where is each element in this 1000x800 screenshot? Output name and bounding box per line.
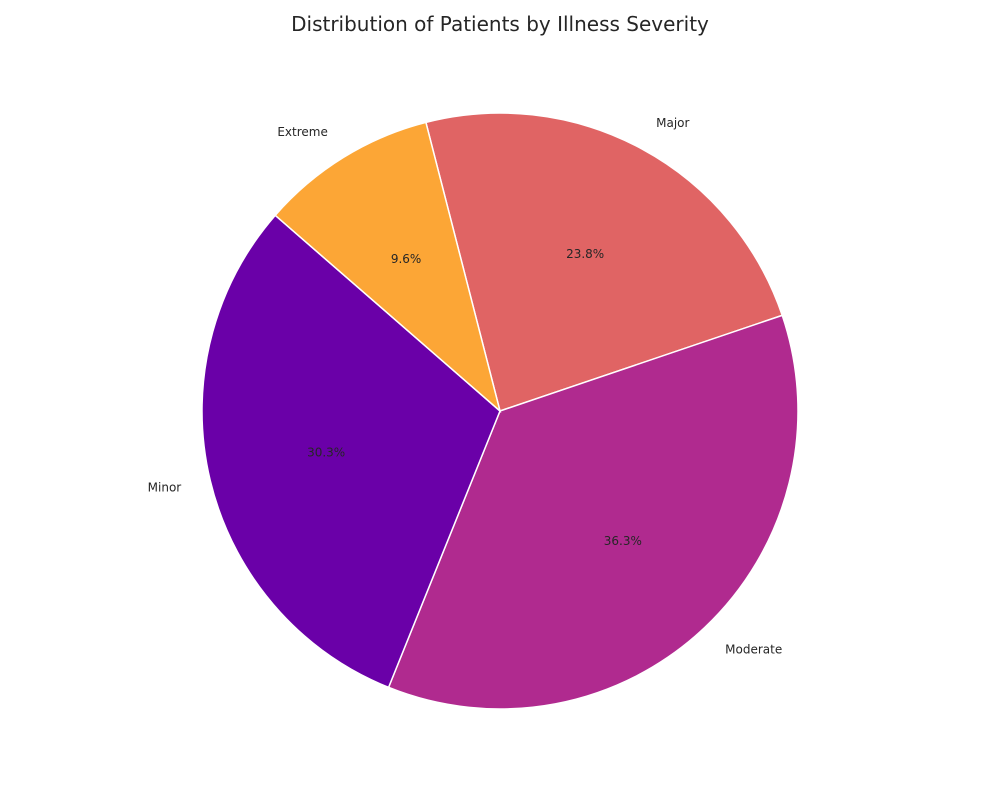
pct-label-extreme: 9.6%	[391, 252, 422, 266]
pie-slice-major	[424, 112, 784, 412]
pie-slice-moderate	[387, 314, 799, 710]
pie-slices	[201, 112, 799, 710]
pct-label-minor: 30.3%	[307, 446, 345, 460]
pie-slice-minor	[201, 214, 501, 689]
slice-label-moderate: Moderate	[725, 642, 782, 656]
chart-title: Distribution of Patients by Illness Seve…	[291, 12, 709, 36]
slice-label-extreme: Extreme	[277, 125, 328, 139]
pie-labels: Major 23.8% Moderate 36.3% Minor 30.3% Extreme…	[148, 116, 783, 656]
slice-label-major: Major	[656, 116, 689, 130]
pct-label-moderate: 36.3%	[604, 534, 642, 548]
pie-slice-extreme	[274, 121, 502, 414]
pct-label-major: 23.8%	[566, 247, 604, 261]
slice-label-minor: Minor	[148, 481, 182, 495]
